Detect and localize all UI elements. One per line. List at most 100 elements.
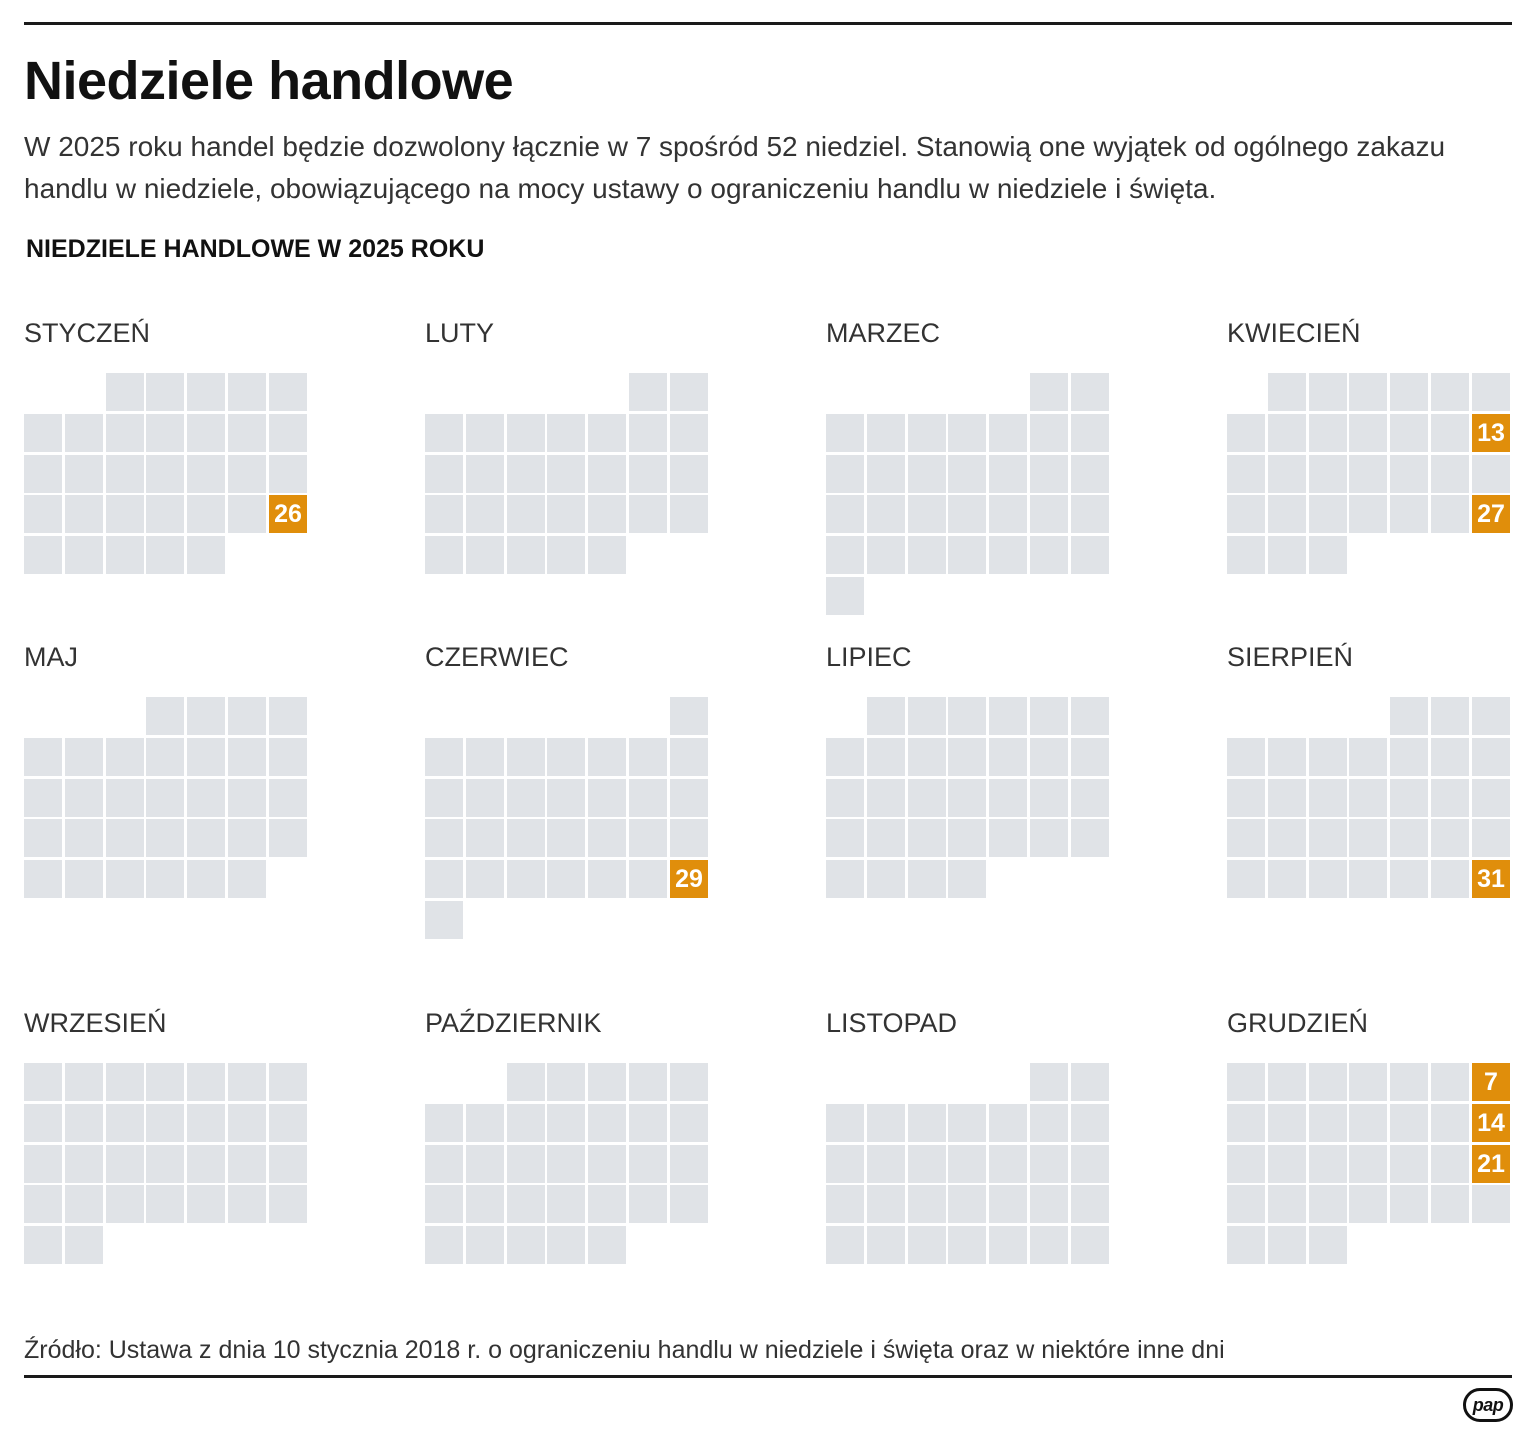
day-cell bbox=[989, 1226, 1027, 1264]
day-cell bbox=[106, 779, 144, 817]
day-cell bbox=[228, 373, 266, 411]
day-cell bbox=[1071, 414, 1109, 452]
day-cell bbox=[989, 495, 1027, 533]
day-cell bbox=[670, 738, 708, 776]
day-cell bbox=[1030, 1226, 1068, 1264]
month-grid bbox=[826, 373, 1116, 623]
day-cell bbox=[867, 697, 905, 735]
day-cell bbox=[1227, 1226, 1265, 1264]
day-cell bbox=[1268, 860, 1306, 898]
day-cell bbox=[547, 738, 585, 776]
day-cell bbox=[588, 536, 626, 574]
day-cell bbox=[989, 1185, 1027, 1223]
day-cell bbox=[425, 495, 463, 533]
day-cell bbox=[588, 1226, 626, 1264]
day-cell bbox=[588, 860, 626, 898]
day-cell bbox=[507, 1104, 545, 1142]
day-cell bbox=[1030, 495, 1068, 533]
day-cell bbox=[1309, 860, 1347, 898]
day-cell bbox=[1227, 860, 1265, 898]
day-cell bbox=[65, 738, 103, 776]
day-cell bbox=[629, 860, 667, 898]
month-12: GRUDZIEŃ 7 14 21 bbox=[1227, 1006, 1527, 1336]
day-cell bbox=[1268, 1185, 1306, 1223]
day-cell bbox=[1071, 1063, 1109, 1101]
day-cell bbox=[1431, 779, 1469, 817]
day-cell bbox=[1227, 455, 1265, 493]
day-cell bbox=[1030, 779, 1068, 817]
day-cell bbox=[629, 819, 667, 857]
day-cell bbox=[588, 1063, 626, 1101]
trading-sunday-cell: 26 bbox=[269, 495, 307, 533]
day-cell bbox=[507, 536, 545, 574]
day-cell bbox=[1071, 1104, 1109, 1142]
day-cell bbox=[826, 414, 864, 452]
day-cell bbox=[588, 819, 626, 857]
day-cell bbox=[106, 819, 144, 857]
day-cell bbox=[670, 1145, 708, 1183]
month-name: LIPIEC bbox=[826, 642, 912, 672]
trading-sunday-cell: 13 bbox=[1472, 414, 1510, 452]
day-cell bbox=[425, 1104, 463, 1142]
day-cell bbox=[908, 414, 946, 452]
day-cell bbox=[269, 1104, 307, 1142]
day-cell bbox=[228, 819, 266, 857]
day-cell bbox=[65, 455, 103, 493]
day-cell bbox=[1268, 414, 1306, 452]
day-cell bbox=[24, 1063, 62, 1101]
day-cell bbox=[948, 779, 986, 817]
day-cell bbox=[588, 738, 626, 776]
day-cell bbox=[1390, 495, 1428, 533]
day-cell bbox=[187, 819, 225, 857]
day-cell bbox=[425, 414, 463, 452]
day-cell bbox=[629, 1104, 667, 1142]
day-cell bbox=[1227, 1063, 1265, 1101]
day-cell bbox=[670, 819, 708, 857]
day-cell bbox=[826, 1185, 864, 1223]
day-cell bbox=[867, 1185, 905, 1223]
day-cell bbox=[228, 1104, 266, 1142]
day-cell bbox=[948, 697, 986, 735]
day-cell bbox=[1349, 373, 1387, 411]
day-cell bbox=[867, 860, 905, 898]
day-cell bbox=[228, 860, 266, 898]
day-cell bbox=[908, 738, 946, 776]
day-cell bbox=[1390, 373, 1428, 411]
day-cell bbox=[24, 1145, 62, 1183]
month-10: PAŹDZIERNIK bbox=[425, 1006, 725, 1336]
day-cell bbox=[146, 414, 184, 452]
day-cell bbox=[24, 860, 62, 898]
day-cell bbox=[826, 860, 864, 898]
day-cell bbox=[1071, 1226, 1109, 1264]
day-cell bbox=[106, 536, 144, 574]
source-note: Źródło: Ustawa z dnia 10 stycznia 2018 r… bbox=[24, 1336, 1225, 1364]
day-cell bbox=[826, 495, 864, 533]
day-cell bbox=[146, 1104, 184, 1142]
month-grid: 7 14 21 bbox=[1227, 1063, 1517, 1313]
day-cell bbox=[547, 536, 585, 574]
day-cell bbox=[187, 495, 225, 533]
day-cell bbox=[1030, 373, 1068, 411]
day-cell bbox=[269, 1185, 307, 1223]
day-cell bbox=[867, 1226, 905, 1264]
day-cell bbox=[1227, 414, 1265, 452]
day-cell bbox=[106, 1104, 144, 1142]
day-cell bbox=[1030, 1063, 1068, 1101]
month-grid bbox=[24, 1063, 314, 1313]
lede-text: W 2025 roku handel będzie dozwolony łącz… bbox=[24, 131, 1446, 204]
day-cell bbox=[269, 738, 307, 776]
day-cell bbox=[670, 1185, 708, 1223]
month-name: LISTOPAD bbox=[826, 1008, 958, 1038]
day-cell bbox=[106, 373, 144, 411]
day-cell bbox=[187, 1145, 225, 1183]
day-cell bbox=[547, 1226, 585, 1264]
day-cell bbox=[228, 697, 266, 735]
day-cell bbox=[1268, 1104, 1306, 1142]
month-name: PAŹDZIERNIK bbox=[425, 1008, 602, 1038]
day-cell bbox=[989, 779, 1027, 817]
day-cell bbox=[1390, 779, 1428, 817]
month-6: CZERWIEC 29 bbox=[425, 640, 725, 970]
month-grid bbox=[826, 1063, 1116, 1313]
day-cell bbox=[908, 779, 946, 817]
month-3: MARZEC bbox=[826, 316, 1126, 646]
